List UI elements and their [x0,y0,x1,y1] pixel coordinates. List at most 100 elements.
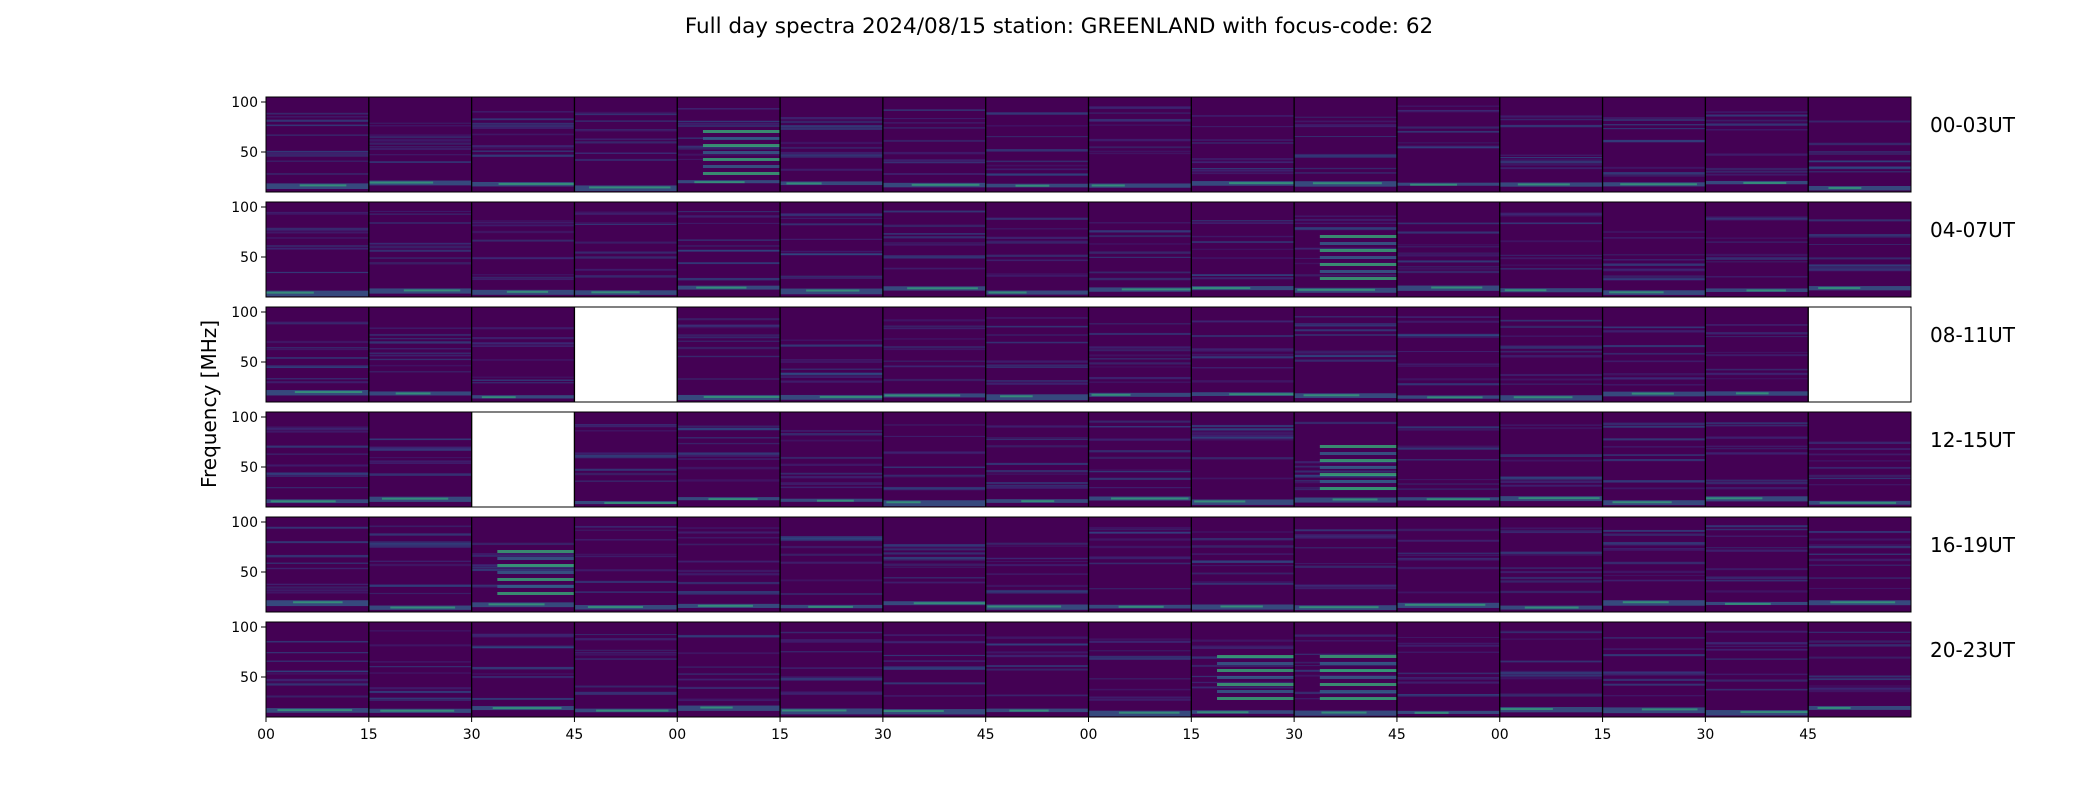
spectrum-panel [1705,202,1809,297]
x-tick-label: 30 [874,727,892,743]
panel-background [677,307,781,402]
panel-background [677,517,781,612]
panel-background [1705,97,1809,192]
panel-background [1499,202,1603,297]
spectra-row: 100 50 08-11UT [231,305,2016,403]
spectrum-panel [882,202,986,297]
spectrum-panel [882,622,986,717]
spectrum-panel [1294,622,1397,717]
spectrum-panel [1396,307,1500,402]
y-tick-label: 50 [240,250,258,266]
panel-background [1602,202,1706,297]
panel-background [471,307,575,402]
panel-background [780,412,883,507]
spectrum-panel [677,412,781,507]
spectrum-panel [266,97,369,192]
spectrum-panel [471,97,575,192]
spectrum-panel [1808,517,1911,612]
spectrum-panel [471,411,575,508]
panel-background [266,97,369,192]
spectrum-panel [368,622,472,717]
panel-background [780,622,883,717]
spectrum-panel [1396,97,1500,192]
missing-panel [1807,306,1912,403]
panel-background [1499,97,1603,192]
x-tick-label: 00 [257,727,275,743]
spectrum-panel [1602,412,1706,507]
panel-background [574,622,678,717]
panel-background [882,307,986,402]
spectrum-panel [574,517,678,612]
missing-panel [471,411,575,508]
panel-background [1088,202,1192,297]
panel-background [266,517,369,612]
spectrum-panel [368,412,472,507]
x-tick-label: 45 [566,727,584,743]
spectra-row: 100 50 00-03UT [231,95,2016,193]
panel-background [1396,97,1500,192]
spectrum-panel [985,412,1089,507]
panel-background [1191,307,1295,402]
panel-background [1705,202,1809,297]
row-label: 20-23UT [1930,638,2016,662]
row-label: 12-15UT [1930,428,2016,452]
spectrum-panel [1499,97,1603,192]
spectrum-panel [1499,622,1603,717]
x-tick-label: 00 [1080,727,1098,743]
row-label: 16-19UT [1930,533,2016,557]
panel-background [368,412,472,507]
y-tick-label: 50 [240,145,258,161]
spectrum-panel [780,412,883,507]
spectrum-panel [1294,517,1397,612]
spectrum-panel [1396,412,1500,507]
spectrum-panel [1705,307,1809,402]
panel-background [1191,412,1295,507]
spectrum-panel [574,622,678,717]
spectrum-panel [471,517,575,612]
spectrum-panel [1705,412,1809,507]
spectrum-panel [1088,517,1192,612]
y-tick-label: 100 [231,95,258,111]
panel-background [471,97,575,192]
panel-background [1294,97,1397,192]
panel-background [882,517,986,612]
spectrum-panel [574,412,678,507]
panel-background [1499,412,1603,507]
spectrum-panel [677,517,781,612]
spectrum-panel [1602,517,1706,612]
panel-background [1705,622,1809,717]
y-tick-label: 100 [231,410,258,426]
panel-background [1396,517,1500,612]
panel-background [471,202,575,297]
spectrum-panel [1499,412,1603,507]
spectrum-panel [1294,97,1397,192]
panel-background [1191,202,1295,297]
y-tick-label: 50 [240,460,258,476]
panel-background [985,202,1089,297]
panel-background [1808,97,1911,192]
panel-background [471,622,575,717]
spectrum-panel [573,306,678,403]
panel-background [1808,517,1911,612]
x-tick-label: 15 [771,727,789,743]
panel-background [1808,202,1911,297]
panel-background [266,307,369,402]
spectrum-panel [677,97,781,192]
spectrum-panel [1499,517,1603,612]
spectrum-panel [1191,622,1295,717]
x-tick-label: 45 [1799,727,1817,743]
x-tick-label: 15 [1182,727,1200,743]
panel-background [780,307,883,402]
spectrum-panel [882,307,986,402]
spectrum-panel [266,412,369,507]
spectrum-panel [1705,622,1809,717]
panel-background [1088,412,1192,507]
spectrum-panel [471,202,575,297]
spectrum-panel [1499,202,1603,297]
spectrum-panel [1396,517,1500,612]
y-tick-label: 50 [240,670,258,686]
y-axis-label: Frequency [MHz] [197,320,221,488]
panel-background [1808,622,1911,717]
panel-background [368,202,472,297]
spectrum-panel [882,517,986,612]
